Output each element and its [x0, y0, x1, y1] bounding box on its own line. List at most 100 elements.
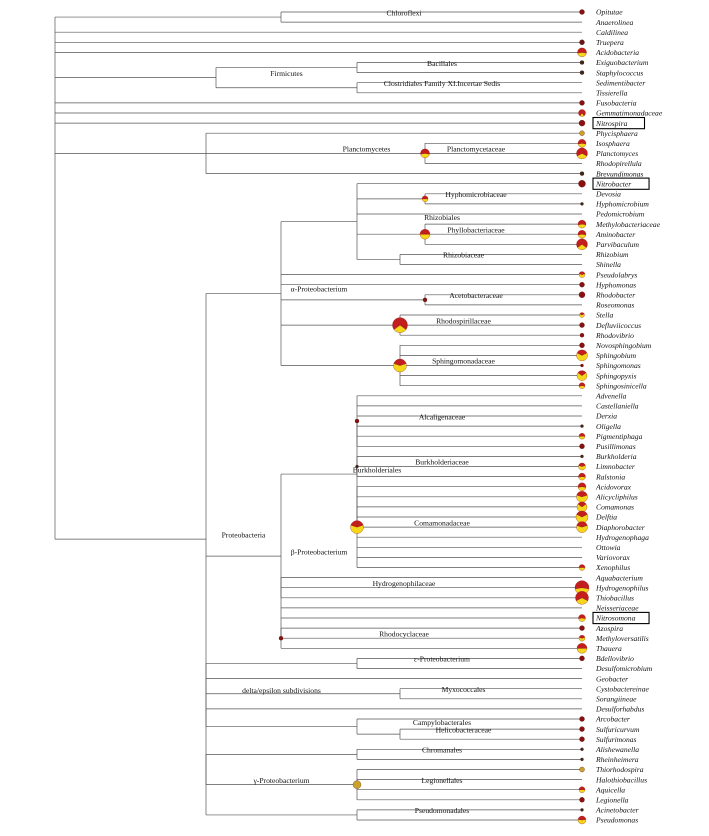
svg-text:Xenophilus: Xenophilus — [595, 563, 630, 572]
svg-text:Oligella: Oligella — [596, 422, 621, 431]
svg-text:Aquabacterium: Aquabacterium — [595, 573, 643, 582]
svg-text:Hyphomicrobiaceae: Hyphomicrobiaceae — [445, 190, 507, 199]
svg-text:delta/epsilon subdivisions: delta/epsilon subdivisions — [242, 686, 321, 695]
svg-text:Halothiobacillus: Halothiobacillus — [595, 775, 647, 784]
svg-text:Azospira: Azospira — [595, 624, 623, 633]
svg-text:Parvibaculum: Parvibaculum — [595, 240, 640, 249]
svg-text:Burkholderia: Burkholderia — [596, 452, 637, 461]
svg-text:Pseudomonadales: Pseudomonadales — [415, 806, 469, 815]
svg-text:Novosphingobium: Novosphingobium — [595, 341, 652, 350]
svg-text:Planctomycetaceae: Planctomycetaceae — [447, 145, 506, 154]
svg-text:Tissierella: Tissierella — [596, 89, 628, 98]
svg-text:Phyllobacteriaceae: Phyllobacteriaceae — [447, 225, 505, 234]
svg-text:Pusillimonas: Pusillimonas — [595, 442, 636, 451]
svg-text:Hydrogenophilaceae: Hydrogenophilaceae — [373, 579, 436, 588]
svg-text:Stella: Stella — [596, 311, 613, 320]
svg-text:Roseomonas: Roseomonas — [595, 301, 634, 310]
svg-text:Arcobacter: Arcobacter — [595, 715, 630, 724]
svg-text:Exiguobacterium: Exiguobacterium — [595, 58, 649, 67]
svg-text:Isosphaera: Isosphaera — [595, 139, 630, 148]
svg-text:Helicobacteraceae: Helicobacteraceae — [436, 725, 492, 734]
svg-text:Clostridiales Family XI.Incert: Clostridiales Family XI.Incertae Sedis — [384, 79, 500, 88]
svg-text:Thiobacillus: Thiobacillus — [596, 594, 634, 603]
svg-text:Brevundimonas: Brevundimonas — [596, 169, 643, 178]
svg-text:Defluviicoccus: Defluviicoccus — [595, 321, 641, 330]
svg-text:Acetobacteraceae: Acetobacteraceae — [449, 291, 503, 300]
svg-text:Burkholderiaceae: Burkholderiaceae — [415, 458, 469, 467]
svg-text:Nitrobacter: Nitrobacter — [595, 179, 631, 188]
svg-text:Burkholderiales: Burkholderiales — [353, 465, 402, 474]
svg-text:Sphingopyxis: Sphingopyxis — [596, 371, 637, 380]
svg-text:Shinella: Shinella — [596, 260, 621, 269]
svg-text:Hyphomonas: Hyphomonas — [595, 280, 636, 289]
svg-text:Aminobacter: Aminobacter — [595, 230, 635, 239]
svg-text:Cystobactereinae: Cystobactereinae — [596, 684, 649, 693]
svg-text:Sulfurimonas: Sulfurimonas — [596, 735, 637, 744]
svg-text:Truepera: Truepera — [596, 38, 624, 47]
svg-text:Legionella: Legionella — [595, 796, 629, 805]
svg-text:Variovorax: Variovorax — [596, 553, 630, 562]
svg-text:Advenella: Advenella — [595, 392, 627, 401]
svg-text:Pigmentiphaga: Pigmentiphaga — [595, 432, 643, 441]
svg-text:Hydrogenophaga: Hydrogenophaga — [595, 533, 649, 542]
svg-text:Sphingobium: Sphingobium — [596, 351, 637, 360]
svg-text:Rhodospirillaceae: Rhodospirillaceae — [436, 316, 491, 325]
svg-text:Sulfuricurvum: Sulfuricurvum — [596, 725, 640, 734]
svg-text:Planctomyces: Planctomyces — [595, 149, 638, 158]
svg-text:Limnobacter: Limnobacter — [595, 462, 635, 471]
svg-text:Pseudolabrys: Pseudolabrys — [595, 270, 637, 279]
svg-text:Bacillales: Bacillales — [427, 59, 457, 68]
svg-text:Rhodobacter: Rhodobacter — [595, 291, 635, 300]
svg-text:Acidovorax: Acidovorax — [595, 482, 632, 491]
svg-text:ε-Proteobacterium: ε-Proteobacterium — [414, 655, 470, 664]
svg-text:Rhodocyclaceae: Rhodocyclaceae — [379, 629, 429, 638]
svg-text:Geobacter: Geobacter — [596, 674, 628, 683]
svg-text:Hydrogenophilus: Hydrogenophilus — [595, 583, 648, 592]
svg-text:Rhodovibrio: Rhodovibrio — [595, 331, 634, 340]
svg-text:Alicycliphilus: Alicycliphilus — [595, 493, 638, 502]
svg-text:Rhizobiales: Rhizobiales — [424, 213, 460, 222]
svg-text:Sedimentibacter: Sedimentibacter — [596, 78, 645, 87]
svg-text:Pseudomonas: Pseudomonas — [595, 816, 638, 825]
svg-text:Ralstonia: Ralstonia — [595, 472, 625, 481]
svg-text:Phycisphaera: Phycisphaera — [595, 129, 638, 138]
svg-text:Sorangiineae: Sorangiineae — [596, 695, 637, 704]
svg-text:γ-Proteobacterium: γ-Proteobacterium — [252, 776, 309, 785]
svg-text:Sphingomonadaceae: Sphingomonadaceae — [432, 357, 495, 366]
svg-text:Sphingosinicella: Sphingosinicella — [596, 381, 647, 390]
svg-text:Bdellovibrio: Bdellovibrio — [596, 654, 634, 663]
svg-text:Proteobacteria: Proteobacteria — [222, 530, 266, 539]
svg-text:Caldilinea: Caldilinea — [596, 28, 628, 37]
svg-text:Staphylococcus: Staphylococcus — [596, 68, 643, 77]
svg-text:Chloroflexi: Chloroflexi — [386, 8, 421, 17]
svg-text:Planctomycetes: Planctomycetes — [343, 145, 391, 154]
svg-text:Sphingomonas: Sphingomonas — [596, 361, 641, 370]
svg-text:Delftia: Delftia — [595, 513, 617, 522]
svg-text:Rhizobiaceae: Rhizobiaceae — [443, 251, 485, 260]
svg-text:Firmicutes: Firmicutes — [270, 69, 303, 78]
svg-text:Alcaligenaceae: Alcaligenaceae — [419, 412, 466, 421]
svg-text:Anaerolinea: Anaerolinea — [595, 18, 633, 27]
svg-text:Pedomicrobium: Pedomicrobium — [595, 210, 645, 219]
svg-text:Gemmatimonadaceae: Gemmatimonadaceae — [596, 109, 663, 118]
svg-text:Derxia: Derxia — [595, 412, 617, 421]
svg-text:Comamonadaceae: Comamonadaceae — [414, 518, 470, 527]
svg-text:Desulforhabdus: Desulforhabdus — [595, 705, 644, 714]
svg-text:Alishewanella: Alishewanella — [595, 745, 639, 754]
svg-text:Thauera: Thauera — [596, 644, 622, 653]
svg-text:Chromanales: Chromanales — [422, 746, 462, 755]
svg-text:Neisseriaceae: Neisseriaceae — [595, 604, 639, 613]
svg-text:Nitrospira: Nitrospira — [595, 119, 628, 128]
svg-text:Fusobacteria: Fusobacteria — [595, 99, 637, 108]
svg-text:Comamonas: Comamonas — [596, 503, 634, 512]
svg-text:Thiorhodospira: Thiorhodospira — [596, 765, 644, 774]
svg-text:Devosia: Devosia — [595, 190, 621, 199]
svg-text:Rhodopirellula: Rhodopirellula — [595, 159, 642, 168]
svg-text:Ottowia: Ottowia — [596, 543, 621, 552]
svg-text:Methyloversatilis: Methyloversatilis — [595, 634, 649, 643]
svg-text:Aquicella: Aquicella — [595, 785, 625, 794]
svg-text:Opitutae: Opitutae — [596, 8, 623, 17]
svg-text:Legionellales: Legionellales — [422, 776, 463, 785]
svg-text:β-Proteobacterium: β-Proteobacterium — [291, 547, 348, 556]
svg-text:Rhizobium: Rhizobium — [595, 250, 629, 259]
